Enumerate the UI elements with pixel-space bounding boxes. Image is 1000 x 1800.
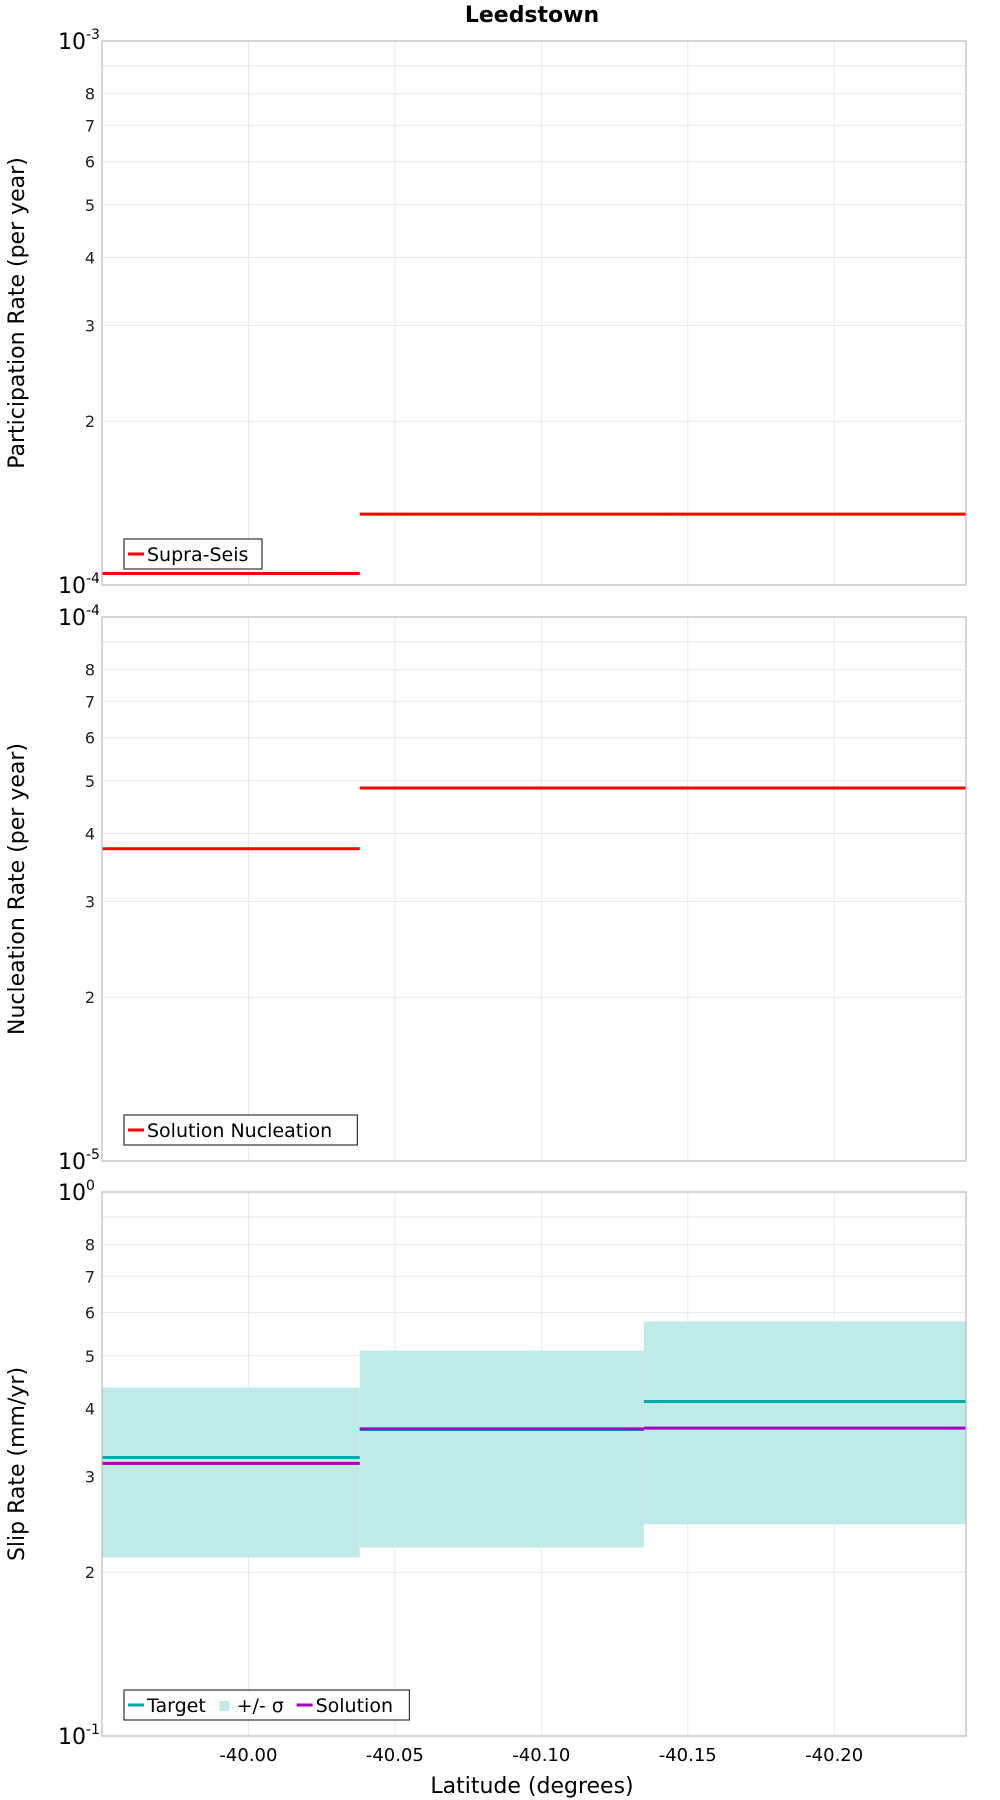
y-tick-label: 5: [85, 196, 95, 215]
y-tick-label: 5: [85, 1347, 95, 1366]
y-tick-label: 4: [85, 1399, 95, 1418]
sigma-band: [643, 1321, 966, 1525]
y-tick-label: 6: [85, 1304, 95, 1323]
x-axis-label: Latitude (degrees): [430, 1774, 633, 1799]
panels: 2 3 4 5 6 7 8 10-4 10-3 Participation Rate (per y…: [5, 27, 967, 1750]
plot-frame: [101, 40, 967, 586]
y-tick-label: 8: [85, 1236, 95, 1255]
y-tick-label: 2: [85, 988, 95, 1007]
y-axis-label: Slip Rate (mm/yr): [5, 1367, 30, 1561]
legend-label: +/- σ: [237, 1695, 284, 1717]
y-tick-label: 7: [85, 692, 95, 711]
legend-label: Target: [146, 1695, 206, 1717]
x-tick-label: -40.20: [805, 1745, 863, 1766]
legend-label: Supra-Seis: [147, 544, 248, 566]
x-tick-label: -40.15: [659, 1745, 717, 1766]
plot-area: [102, 41, 966, 585]
legend-label: Solution: [316, 1695, 393, 1717]
y-tick-label: 7: [85, 116, 95, 135]
y-tick-label: 2: [85, 1563, 95, 1582]
y-axis-label: Nucleation Rate (per year): [5, 743, 30, 1035]
y-tick-label: 3: [85, 892, 95, 911]
y-tick-label: 4: [85, 824, 95, 843]
sigma-band: [102, 1387, 360, 1558]
legend: Supra-Seis: [123, 538, 263, 570]
legend-label: Solution Nucleation: [147, 1120, 332, 1142]
y-decade-label: 100: [58, 1178, 95, 1206]
legend-swatch: [219, 1701, 230, 1711]
legend-box: [123, 1114, 358, 1146]
panel-1: 2 3 4 5 6 7 8 10-4 10-3 Participation Rate (per y…: [5, 27, 967, 599]
y-tick-label: 7: [85, 1267, 95, 1286]
plot-frame: [101, 1191, 967, 1737]
x-axis: -40.00 -40.05 -40.10 -40.15 -40.20: [219, 1745, 863, 1766]
y-tick-label: 6: [85, 153, 95, 172]
y-decade-label: 10-4: [58, 571, 100, 599]
y-tick-label: 8: [85, 85, 95, 104]
y-axis-label: Participation Rate (per year): [5, 157, 30, 469]
sigma-band: [359, 1350, 644, 1548]
legend: Target +/- σ Solution: [123, 1689, 410, 1721]
y-tick-label: 3: [85, 1467, 95, 1486]
y-tick-label: 5: [85, 772, 95, 791]
y-tick-label: 4: [85, 248, 95, 267]
plot-frame: [101, 616, 967, 1162]
x-tick-label: -40.05: [366, 1745, 424, 1766]
legend: Solution Nucleation: [123, 1114, 358, 1146]
y-tick-label: 2: [85, 412, 95, 431]
panel-2: 2 3 4 5 6 7 8 10-5 10-4 Nucleation Rate (per year…: [5, 603, 967, 1175]
y-decade-label: 10-1: [58, 1722, 100, 1750]
y-decade-label: 10-3: [58, 27, 100, 55]
y-tick-label: 6: [85, 729, 95, 748]
legend-box: [123, 1689, 410, 1721]
y-tick-label: 8: [85, 661, 95, 680]
chart-title: Leedstown: [465, 3, 599, 28]
x-tick-label: -40.10: [512, 1745, 570, 1766]
panel-3: 2 3 4 5 6 7 8 10-1 100 Slip Rate (mm/yr) Target +/-…: [5, 1178, 967, 1750]
x-tick-label: -40.00: [219, 1745, 277, 1766]
legend-box: [123, 538, 263, 570]
plot-area: [102, 617, 966, 1161]
y-decade-label: 10-4: [58, 603, 100, 631]
y-decade-label: 10-5: [58, 1147, 100, 1175]
y-tick-label: 3: [85, 316, 95, 335]
